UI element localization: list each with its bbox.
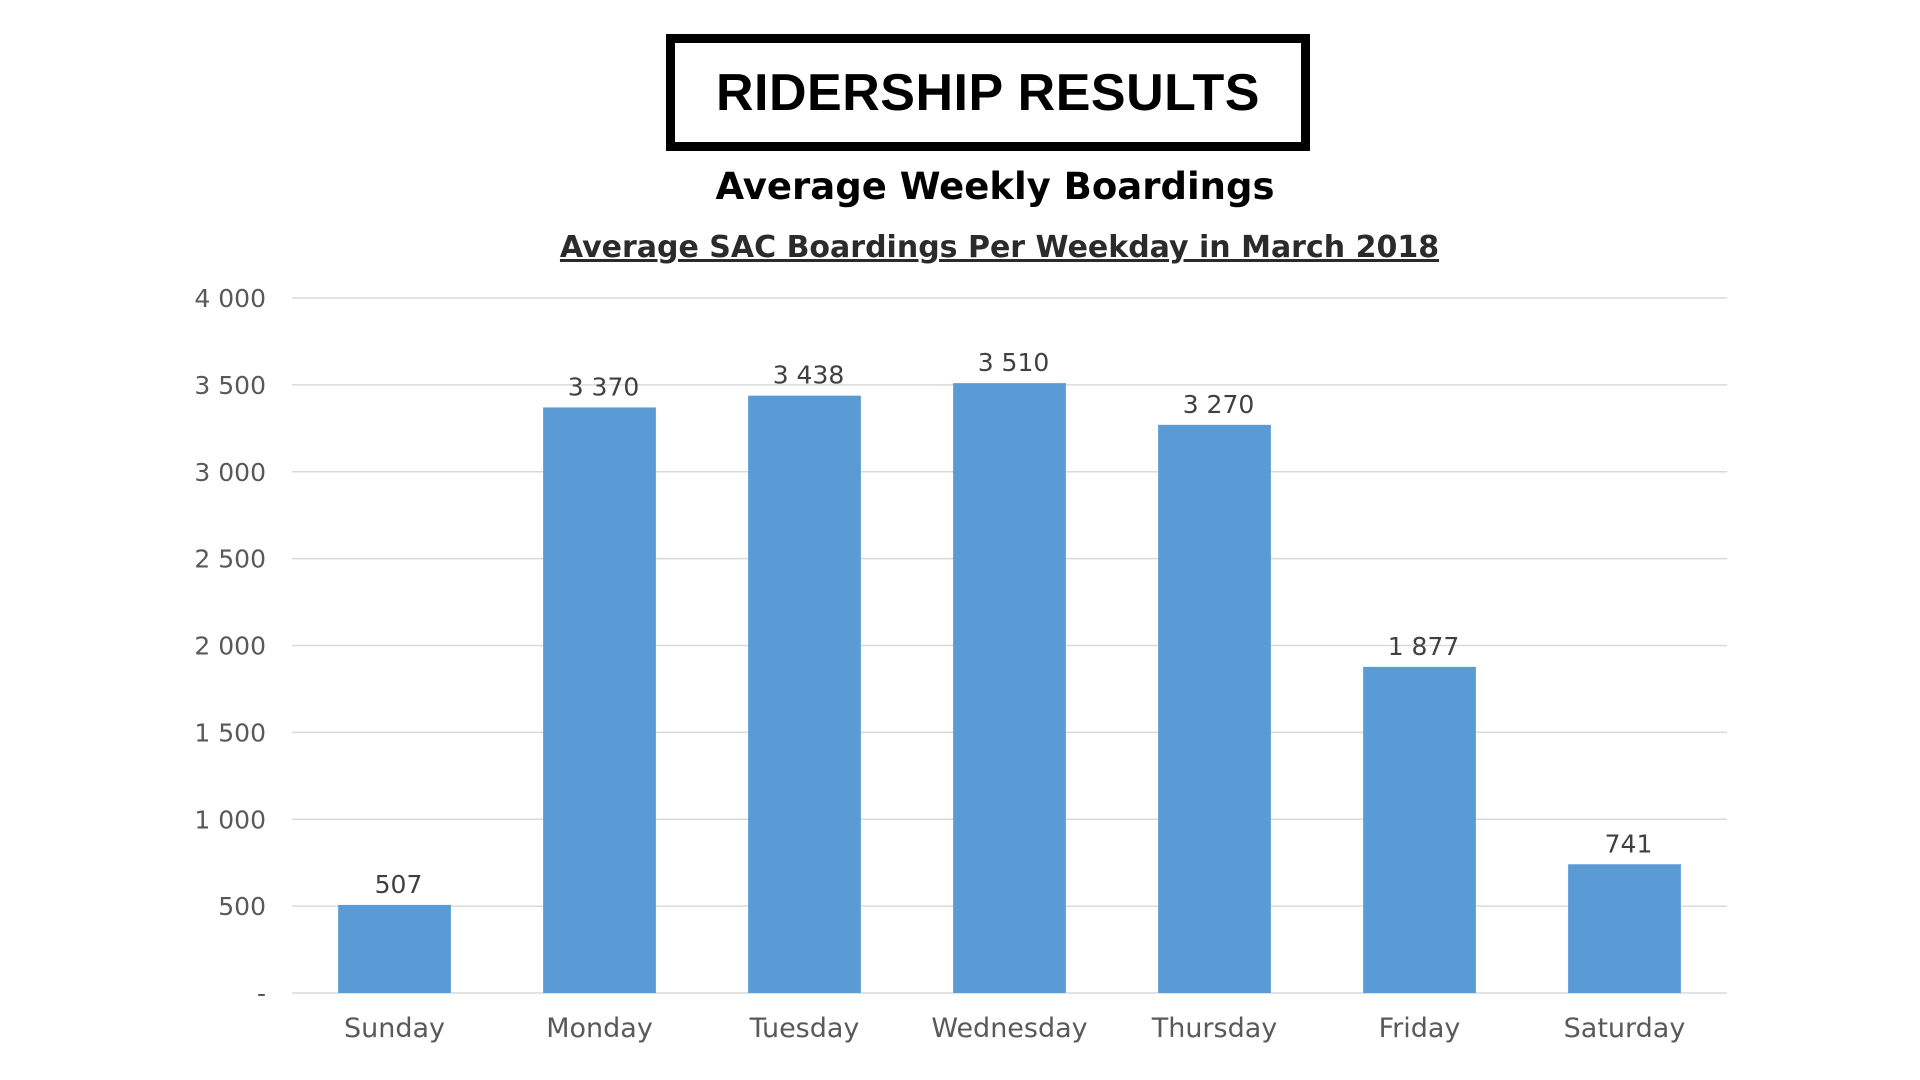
bar <box>1568 864 1681 993</box>
bar <box>543 407 656 993</box>
y-tick-label: - <box>257 979 266 1008</box>
x-tick-label: Monday <box>546 1013 653 1044</box>
data-label: 3 438 <box>773 361 845 390</box>
bar <box>953 383 1066 993</box>
x-tick-label: Friday <box>1379 1013 1461 1044</box>
y-tick-label: 4 000 <box>194 284 266 313</box>
data-label: 1 877 <box>1388 632 1460 661</box>
x-tick-label: Tuesday <box>749 1013 860 1044</box>
data-label: 741 <box>1605 829 1653 858</box>
data-label: 3 270 <box>1183 390 1255 419</box>
y-tick-label: 1 000 <box>194 805 266 834</box>
chart-title: Average Weekly Boardings <box>715 165 1275 208</box>
bar <box>1158 424 1271 993</box>
data-label: 507 <box>375 870 423 899</box>
x-tick-label: Thursday <box>1151 1013 1278 1044</box>
bar <box>1363 666 1476 993</box>
ridership-results-banner: RIDERSHIP RESULTS <box>666 34 1310 151</box>
y-tick-label: 500 <box>218 892 266 921</box>
y-tick-label: 3 500 <box>194 371 266 400</box>
x-tick-label: Saturday <box>1564 1013 1686 1044</box>
data-label: 3 510 <box>978 348 1050 377</box>
data-label: 3 370 <box>568 372 640 401</box>
x-tick-label: Sunday <box>344 1013 445 1044</box>
y-tick-label: 2 500 <box>194 545 266 574</box>
y-tick-label: 1 500 <box>194 718 266 747</box>
bar <box>338 904 451 993</box>
bar <box>748 395 861 994</box>
y-tick-label: 3 000 <box>194 458 266 487</box>
x-tick-label: Wednesday <box>931 1013 1087 1044</box>
chart-subtitle: Average SAC Boardings Per Weekday in Mar… <box>559 230 1440 265</box>
y-tick-label: 2 000 <box>194 632 266 661</box>
